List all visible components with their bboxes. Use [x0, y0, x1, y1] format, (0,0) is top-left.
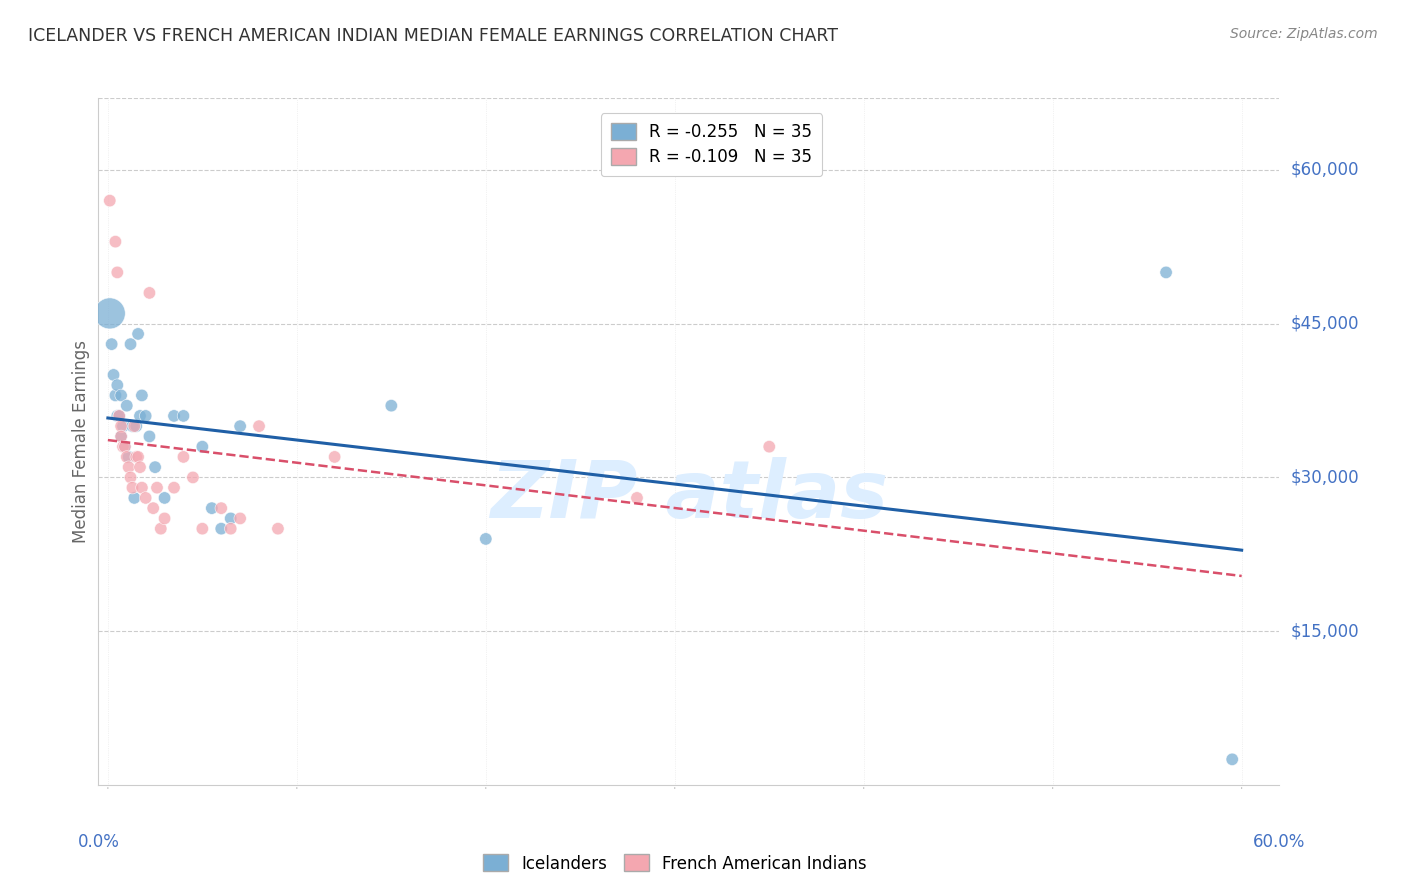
- Point: [191, 440, 214, 454]
- Point: [129, 460, 152, 475]
- Point: [124, 491, 146, 505]
- Point: [110, 429, 132, 443]
- Point: [103, 368, 125, 382]
- Point: [135, 491, 157, 505]
- Point: [153, 511, 176, 525]
- Point: [758, 440, 780, 454]
- Point: [163, 409, 186, 423]
- Point: [108, 409, 131, 423]
- Point: [108, 409, 131, 423]
- Point: [153, 491, 176, 505]
- Point: [124, 419, 146, 434]
- Point: [115, 450, 138, 464]
- Point: [121, 481, 143, 495]
- Point: [163, 481, 186, 495]
- Point: [111, 440, 134, 454]
- Point: [209, 522, 232, 536]
- Point: [120, 337, 142, 351]
- Text: ICELANDER VS FRENCH AMERICAN INDIAN MEDIAN FEMALE EARNINGS CORRELATION CHART: ICELANDER VS FRENCH AMERICAN INDIAN MEDI…: [28, 27, 838, 45]
- Point: [181, 470, 204, 484]
- Point: [114, 440, 136, 454]
- Point: [110, 419, 132, 434]
- Text: ZIP atlas: ZIP atlas: [489, 458, 889, 535]
- Legend: R = -0.255   N = 35, R = -0.109   N = 35: R = -0.255 N = 35, R = -0.109 N = 35: [600, 113, 823, 177]
- Point: [131, 388, 153, 402]
- Point: [105, 265, 128, 279]
- Point: [110, 429, 132, 443]
- Point: [201, 501, 224, 516]
- Point: [626, 491, 648, 505]
- Point: [143, 460, 166, 475]
- Point: [111, 419, 134, 434]
- Point: [229, 419, 252, 434]
- Point: [105, 409, 128, 423]
- Text: 0.0%: 0.0%: [77, 833, 120, 851]
- Point: [172, 450, 194, 464]
- Point: [172, 409, 194, 423]
- Point: [229, 511, 252, 525]
- Point: [125, 450, 148, 464]
- Text: $45,000: $45,000: [1291, 315, 1360, 333]
- Point: [118, 460, 141, 475]
- Text: $60,000: $60,000: [1291, 161, 1360, 179]
- Text: $15,000: $15,000: [1291, 623, 1360, 640]
- Point: [142, 501, 165, 516]
- Point: [138, 429, 160, 443]
- Point: [219, 511, 242, 525]
- Point: [129, 409, 152, 423]
- Text: Source: ZipAtlas.com: Source: ZipAtlas.com: [1230, 27, 1378, 41]
- Text: $30,000: $30,000: [1291, 468, 1360, 486]
- Point: [98, 194, 121, 208]
- Point: [125, 419, 148, 434]
- Point: [127, 450, 149, 464]
- Point: [146, 481, 169, 495]
- Point: [1154, 265, 1177, 279]
- Point: [380, 399, 402, 413]
- Point: [209, 501, 232, 516]
- Point: [100, 337, 122, 351]
- Point: [131, 481, 153, 495]
- Point: [104, 235, 127, 249]
- Point: [267, 522, 290, 536]
- Point: [98, 306, 121, 320]
- Point: [191, 522, 214, 536]
- Y-axis label: Median Female Earnings: Median Female Earnings: [72, 340, 90, 543]
- Point: [110, 388, 132, 402]
- Point: [120, 470, 142, 484]
- Text: 60.0%: 60.0%: [1253, 833, 1306, 851]
- Point: [105, 378, 128, 392]
- Point: [1220, 752, 1243, 766]
- Point: [135, 409, 157, 423]
- Point: [149, 522, 172, 536]
- Point: [121, 419, 143, 434]
- Legend: Icelanders, French American Indians: Icelanders, French American Indians: [477, 847, 873, 880]
- Point: [138, 285, 160, 300]
- Point: [219, 522, 242, 536]
- Point: [114, 440, 136, 454]
- Point: [104, 388, 127, 402]
- Point: [475, 532, 498, 546]
- Point: [118, 450, 141, 464]
- Point: [115, 399, 138, 413]
- Point: [323, 450, 346, 464]
- Point: [127, 326, 149, 341]
- Point: [247, 419, 270, 434]
